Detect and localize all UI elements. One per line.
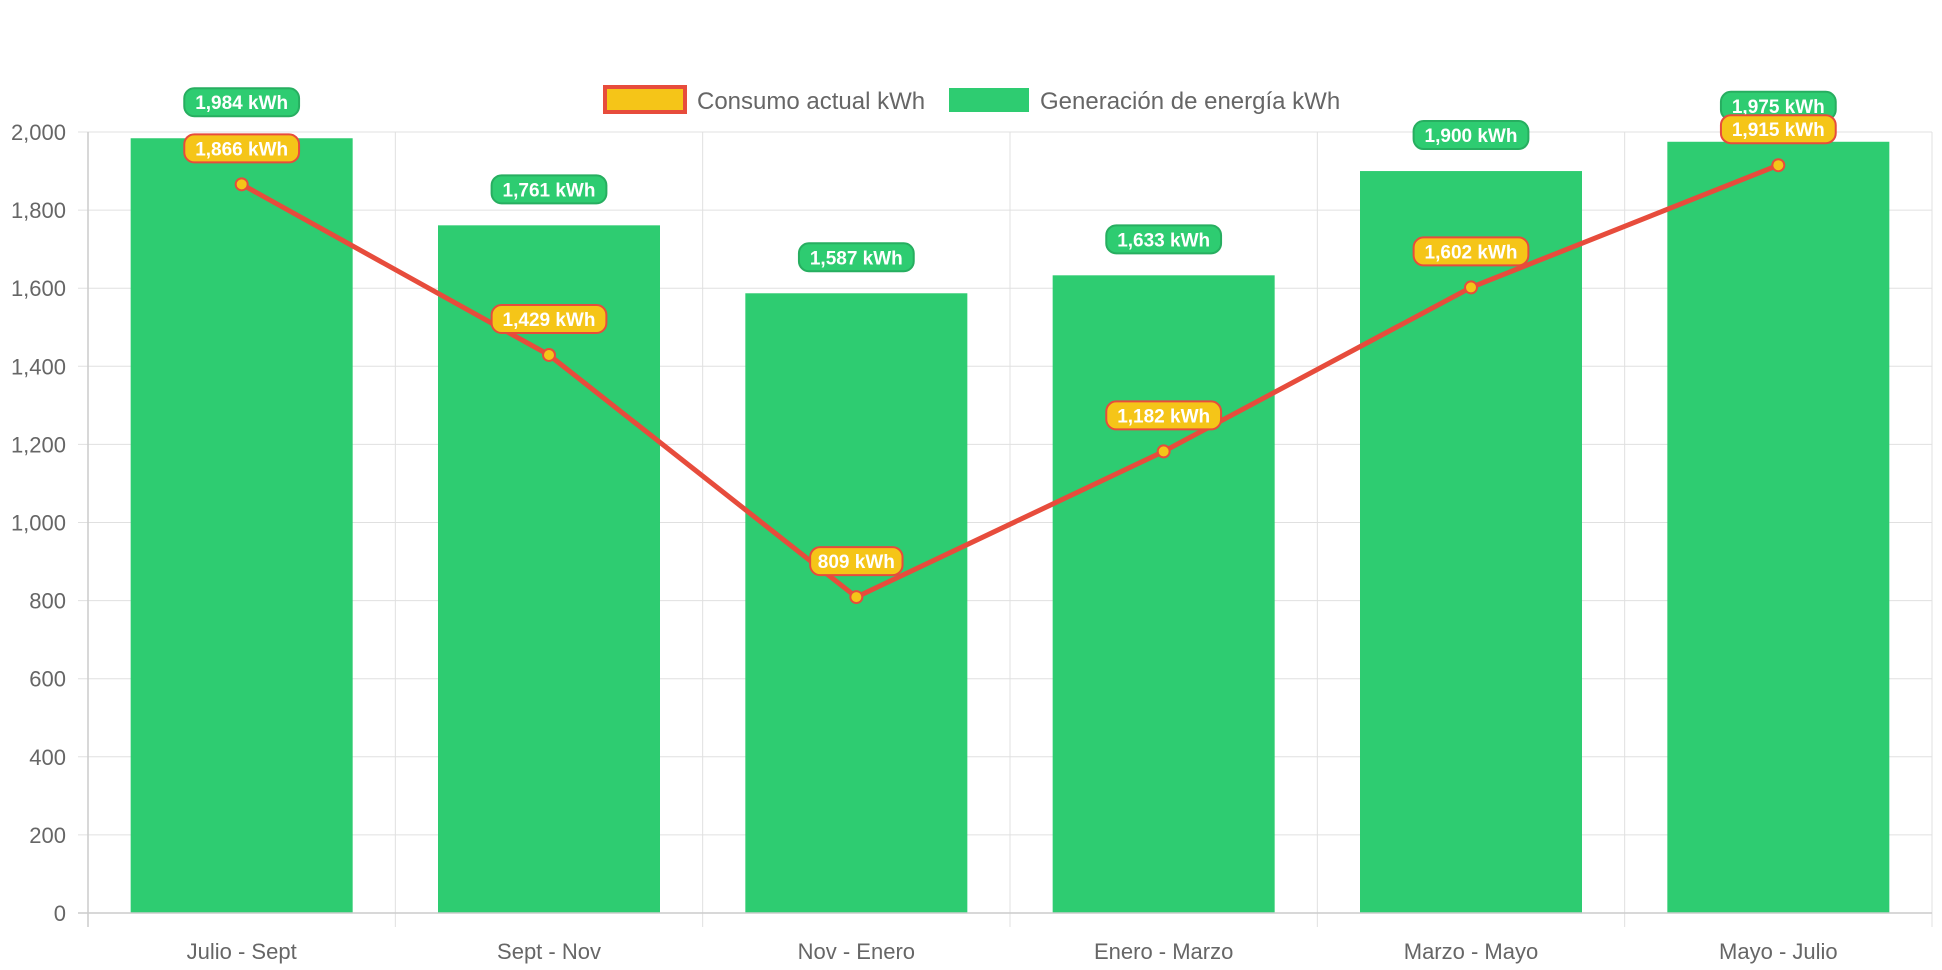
- bar-data-label-text: 1,587 kWh: [810, 248, 903, 269]
- bar-data-label-box: [1412, 120, 1530, 151]
- line-data-label-box: [809, 546, 904, 577]
- bar[interactable]: [438, 225, 660, 914]
- bar-data-label-box: [797, 242, 915, 273]
- x-tick-label: Nov - Enero: [798, 939, 915, 964]
- line-data-label-text: 1,182 kWh: [1117, 406, 1210, 427]
- line-data-label-box: [1105, 400, 1223, 431]
- legend-label-generation: Generación de energía kWh: [1040, 88, 1340, 115]
- line-data-label-text: 809 kWh: [818, 552, 895, 573]
- line-point[interactable]: [234, 177, 249, 192]
- bar-data-label: 1,900 kWh: [1412, 120, 1530, 151]
- y-tick-label: 2,000: [11, 120, 66, 145]
- bar-data-label: 1,975 kWh: [1719, 90, 1837, 121]
- bar[interactable]: [1667, 141, 1890, 913]
- bar-data-label-text: 1,984 kWh: [195, 93, 288, 114]
- y-tick-label: 200: [29, 823, 66, 848]
- line-point[interactable]: [542, 347, 556, 362]
- bar-data-label-text: 1,761 kWh: [503, 180, 596, 201]
- x-tick-label: Mayo - Julio: [1719, 939, 1838, 964]
- bar-data-label: 1,633 kWh: [1105, 224, 1223, 255]
- grid: [78, 131, 1933, 927]
- x-tick-label: Sept - Nov: [497, 939, 601, 964]
- bar[interactable]: [1360, 171, 1582, 914]
- line-data-label-box: [1412, 236, 1530, 267]
- legend[interactable]: Consumo actual kWh Generación de energía …: [603, 85, 1340, 115]
- bar-data-label-box: [1105, 224, 1223, 255]
- line-data-label-box: [1719, 114, 1837, 145]
- line-data-label-text: 1,866 kWh: [195, 139, 288, 160]
- y-tick-label: 1,800: [11, 198, 66, 223]
- line-point[interactable]: [1771, 158, 1786, 173]
- line-data-label-text: 1,915 kWh: [1732, 120, 1825, 141]
- y-tick-label: 400: [29, 745, 66, 770]
- bar-data-label: 1,587 kWh: [797, 242, 915, 273]
- bar[interactable]: [130, 138, 353, 914]
- y-tick-label: 600: [29, 667, 66, 692]
- y-tick-label: 0: [54, 901, 66, 926]
- line-data-label-text: 1,602 kWh: [1425, 242, 1518, 263]
- line-data-label: 1,182 kWh: [1105, 400, 1223, 431]
- legend-label-consumption: Consumo actual kWh: [697, 88, 925, 115]
- y-tick-label: 800: [29, 589, 66, 614]
- bar-data-label-text: 1,633 kWh: [1117, 230, 1210, 251]
- line-data-label: 809 kWh: [809, 546, 904, 577]
- bar-data-label-text: 1,900 kWh: [1425, 126, 1518, 147]
- bar[interactable]: [1052, 275, 1275, 914]
- line-point[interactable]: [1156, 444, 1171, 459]
- y-tick-label: 1,000: [11, 511, 66, 536]
- line-data-label-text: 1,429 kWh: [503, 310, 596, 331]
- legend-item-generation[interactable]: Generación de energía kWh: [949, 88, 1340, 115]
- bar-data-label: 1,761 kWh: [490, 174, 608, 205]
- legend-swatch-consumption: [603, 85, 687, 114]
- x-tick-label: Enero - Marzo: [1094, 939, 1233, 964]
- line-point[interactable]: [849, 590, 864, 605]
- line-data-label-box: [490, 303, 608, 334]
- bar-data-label-text: 1,975 kWh: [1732, 97, 1825, 118]
- bar-series: [130, 138, 1890, 914]
- y-tick-label: 1,600: [11, 276, 66, 301]
- axes: 0 200 400 600 800 1,000 1,200 1,400 1,600 1,800 2,…: [11, 120, 1932, 964]
- y-tick-label: 1,200: [11, 432, 66, 457]
- bar-data-label-box: [183, 87, 301, 118]
- x-tick-label: Julio - Sept: [187, 939, 297, 964]
- x-tick-label: Marzo - Mayo: [1404, 939, 1538, 964]
- line-data-label-box: [183, 133, 301, 164]
- legend-item-consumption[interactable]: Consumo actual kWh: [603, 85, 925, 115]
- y-tick-label: 1,400: [11, 354, 66, 379]
- line-point[interactable]: [1464, 280, 1478, 295]
- line-data-label: 1,602 kWh: [1412, 236, 1530, 267]
- line-data-label: 1,915 kWh: [1719, 114, 1837, 145]
- line-data-label: 1,429 kWh: [490, 303, 608, 334]
- legend-swatch-generation: [949, 88, 1029, 112]
- bar-data-label-box: [490, 174, 608, 205]
- data-labels: 1,984 kWh 1,761 kWh 1,587 kWh 1,633 kWh 1,90…: [183, 87, 1837, 577]
- line-data-label: 1,866 kWh: [183, 133, 301, 164]
- bar-data-label: 1,984 kWh: [183, 87, 301, 118]
